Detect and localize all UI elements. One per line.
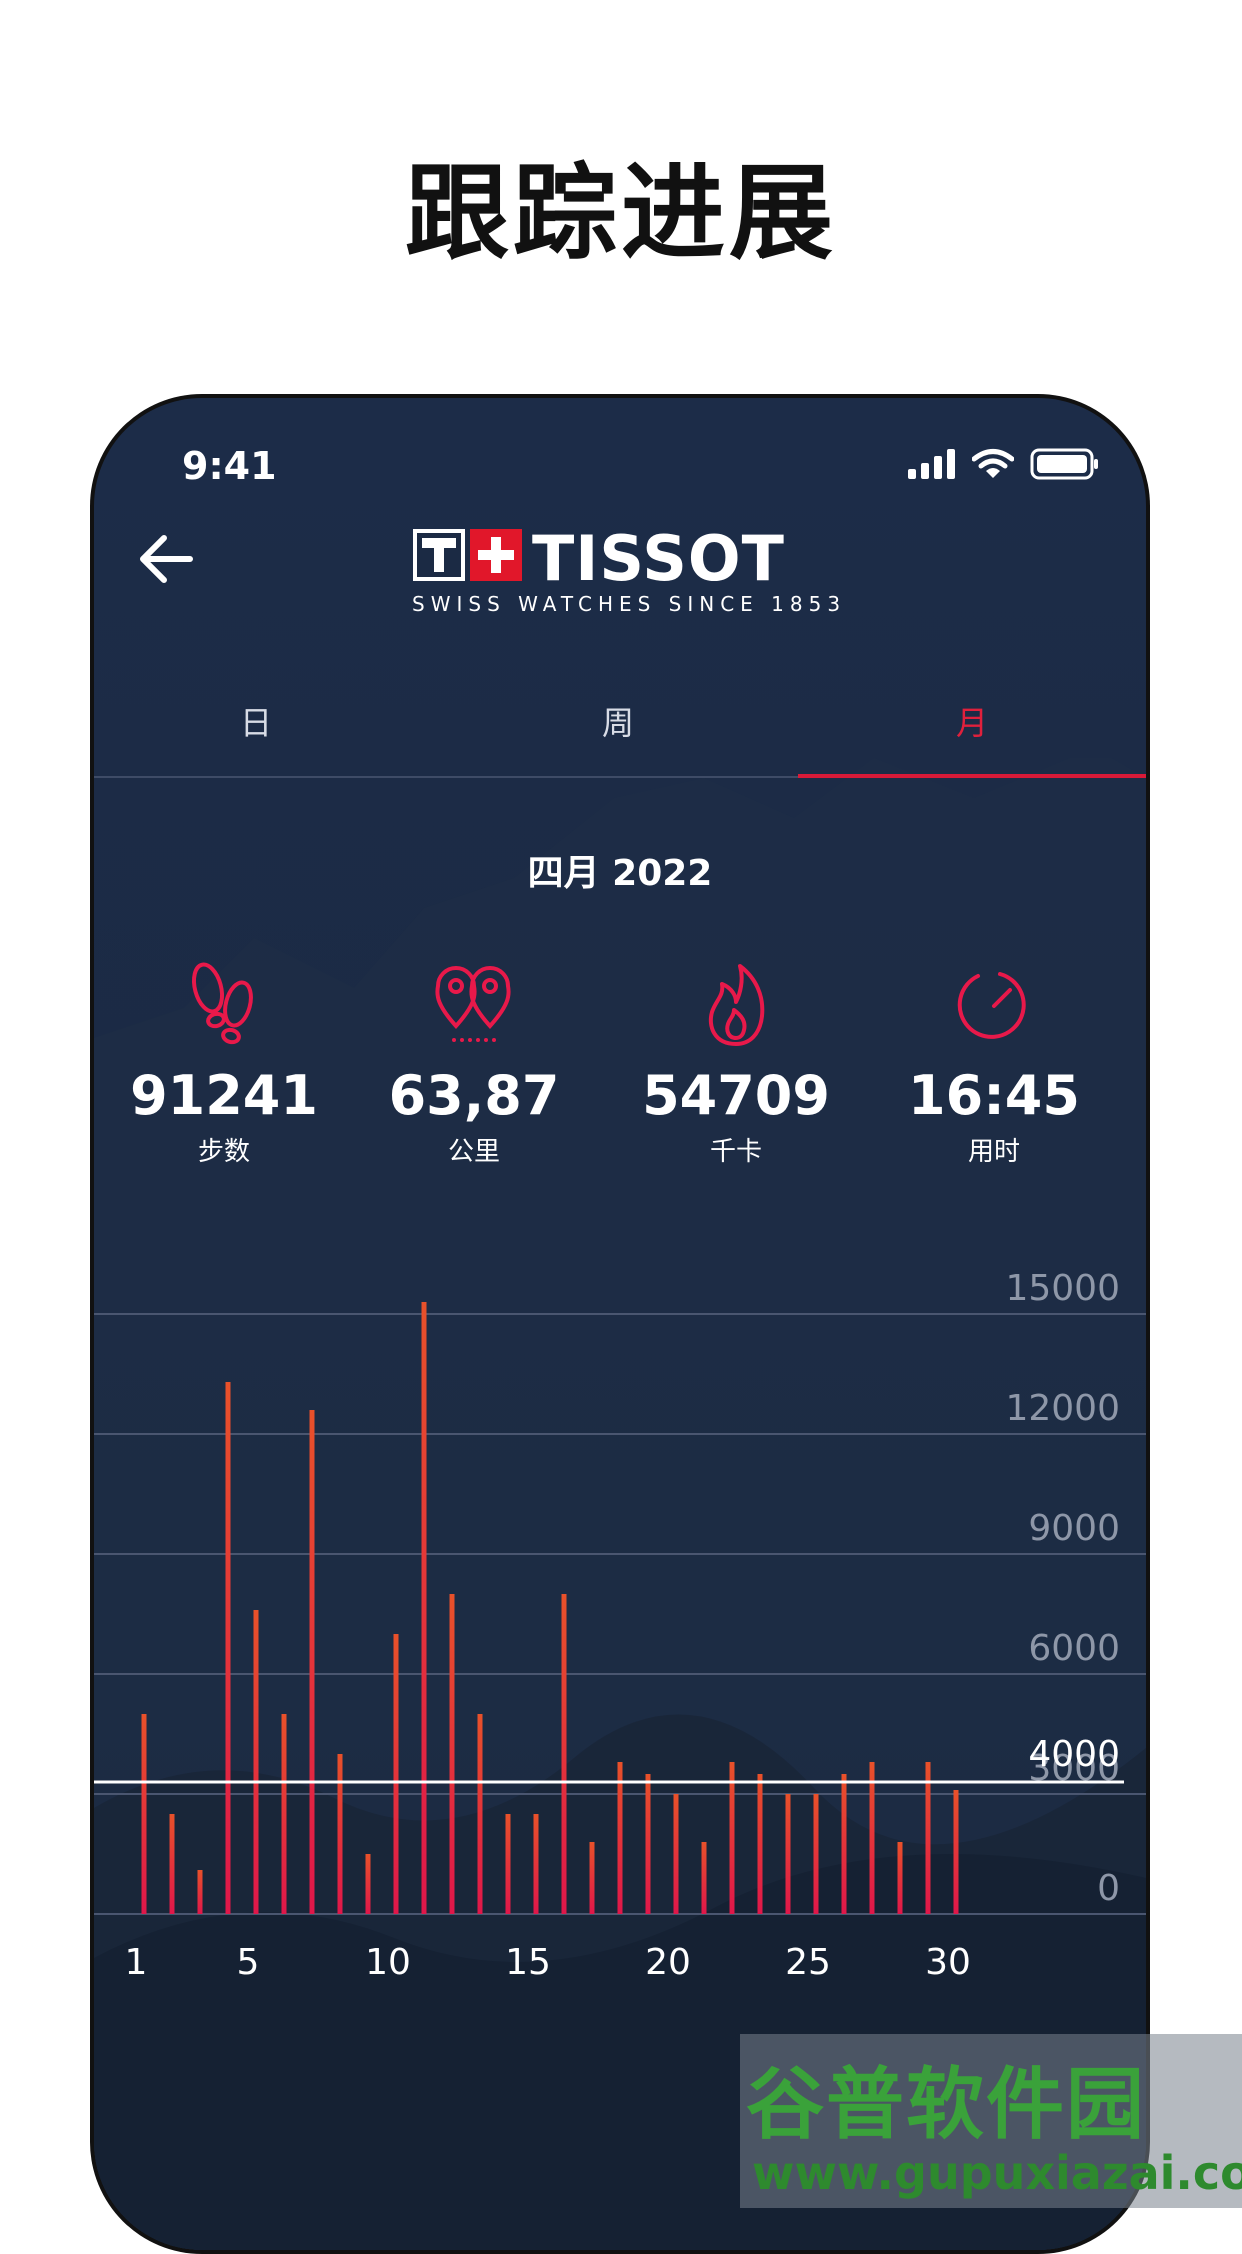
chart-bar [617,1762,623,1914]
y-tick-label: 6000 [1028,1628,1120,1669]
x-tick-label: 10 [365,1942,411,1978]
chart-bar [841,1774,847,1914]
y-tick-label: 9000 [1028,1508,1120,1549]
chart-bar [365,1854,371,1914]
signal-icon [908,449,955,479]
stat-duration: 16:45 用时 [864,956,1124,1168]
page-headline: 跟踪进展 [404,152,837,274]
steps-label: 步数 [197,1137,250,1167]
tab-divider [94,776,1146,778]
chart-bar [785,1794,791,1914]
calories-label: 千卡 [709,1137,762,1167]
chart-bar [813,1794,819,1914]
stat-calories: 54709 千卡 [606,956,866,1168]
arrow-left-icon [140,535,193,583]
x-tick-label: 25 [785,1942,831,1978]
stopwatch-icon [957,972,1026,1039]
chart-bar [869,1762,875,1914]
chart-bar [141,1714,147,1914]
duration-label: 用时 [967,1137,1020,1167]
goal-label: 4000 [1028,1734,1120,1775]
chart-bar [421,1302,427,1914]
period-tabs: 日 周 月 [94,698,1146,778]
chart-bar [169,1814,175,1914]
chart-bar [673,1794,679,1914]
chart-bar [533,1814,539,1914]
location-pins-icon [435,966,511,1042]
chart-bar [729,1762,735,1914]
period-title: 四月 2022 [527,853,713,894]
chart-bar [953,1790,959,1914]
x-tick-label: 20 [645,1942,691,1978]
status-bar: 9:41 [94,444,1146,494]
active-tab-indicator [798,774,1146,778]
wifi-icon [972,449,1014,478]
x-tick-label: 30 [925,1942,971,1978]
x-tick-label: 1 [125,1942,148,1978]
chart-bar [589,1842,595,1914]
chart-bar [645,1774,651,1914]
stat-distance: 63,87 公里 [344,956,604,1168]
tissot-mark-icon [413,529,522,581]
chart-bar [253,1610,259,1914]
chart-bar [393,1634,399,1914]
flame-icon [708,964,765,1046]
calories-value: 54709 [642,1064,830,1127]
steps-value: 91241 [130,1064,318,1127]
chart-bar [281,1714,287,1914]
chart-bar [225,1382,231,1914]
chart-bar [337,1754,343,1914]
chart-bar [757,1774,763,1914]
watermark: 谷普软件园 www.gupuxiazai.com [740,2034,1242,2208]
duration-value: 16:45 [908,1064,1080,1127]
tab-month[interactable]: 月 [956,704,989,742]
chart-bar [309,1410,315,1914]
chart-bar [561,1594,567,1914]
y-tick-label: 12000 [1005,1388,1120,1429]
chart-bar [449,1594,455,1914]
back-button[interactable] [132,524,202,594]
footprints-icon [191,962,253,1045]
tab-week[interactable]: 周 [602,704,635,742]
phone-frame: 9:41 [90,394,1150,2254]
chart-bar [897,1842,903,1914]
logo-tagline: SWISS WATCHES SINCE 1853 [412,592,847,616]
watermark-text: 谷普软件园 [746,2060,1147,2150]
tab-day[interactable]: 日 [240,704,273,742]
x-tick-label: 15 [505,1942,551,1978]
chart-bar [925,1762,931,1914]
x-tick-label: 5 [237,1942,260,1978]
chart-bar [477,1714,483,1914]
logo-wordmark: TISSOT [532,522,785,595]
distance-label: 公里 [447,1137,500,1167]
status-time: 9:41 [182,444,277,488]
watermark-url: www.gupuxiazai.com [752,2146,1242,2200]
battery-icon [1030,448,1098,480]
distance-value: 63,87 [388,1064,560,1127]
y-tick-label: 15000 [1005,1268,1120,1309]
stat-steps: 91241 步数 [94,956,354,1168]
chart-bar [197,1870,203,1914]
tissot-logo: TISSOT SWISS WATCHES SINCE 1853 [412,522,847,626]
chart-bar [505,1814,511,1914]
chart-bar [701,1842,707,1914]
app-screen: 9:41 [94,398,1146,2250]
y-tick-label: 0 [1097,1868,1120,1909]
